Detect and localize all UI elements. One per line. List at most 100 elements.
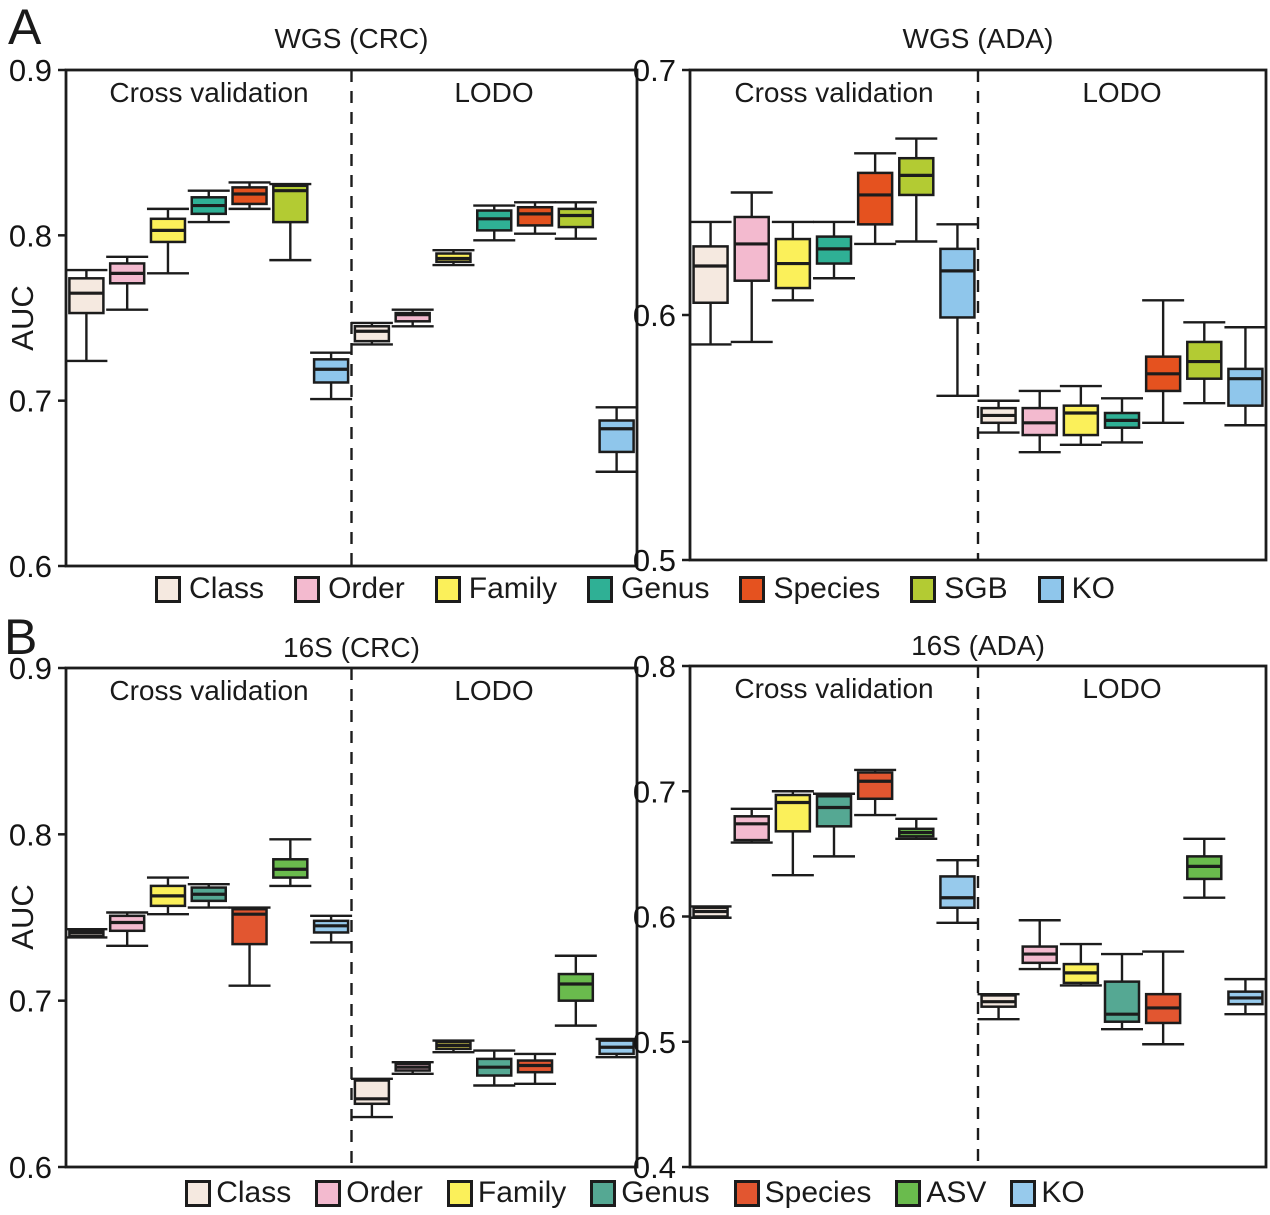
box-16s-crc-cv-genus [187, 883, 230, 909]
box-16s-crc-cv-family [146, 876, 189, 916]
panel-b-label: B [4, 609, 38, 665]
y-axis-label-panel-b: AUC [5, 884, 40, 950]
legend-swatch-species [733, 1179, 760, 1207]
box-16s-crc-lodo-asv [554, 954, 597, 1027]
legend-item-ko: KO [1037, 574, 1115, 604]
legend-item-species: Species [739, 574, 880, 604]
legend-label-genus: Genus [621, 1176, 710, 1209]
y-tick-label: 0.7 [633, 774, 676, 809]
legend-label-order: Order [346, 1176, 423, 1209]
box-wgs-ada-lodo-sgb [1183, 321, 1226, 405]
chart-title-wgs-crc: WGS (CRC) [274, 23, 429, 54]
legend-label-species: Species [773, 572, 881, 605]
box-wgs-crc-lodo-sgb [554, 201, 597, 240]
box-wgs-ada-lodo-genus [1101, 397, 1143, 444]
box-wgs-crc-lodo-species [514, 201, 557, 235]
legend-item-genus: Genus [590, 1176, 710, 1209]
box-16s-crc-cv-species [228, 906, 271, 987]
legend-label-genus: Genus [621, 572, 710, 605]
y-axis-label-panel-a: AUC [5, 285, 40, 351]
box-wgs-crc-lodo-order [391, 308, 434, 328]
legend-swatch-family [446, 1179, 473, 1207]
chart-16s-ada: 0.4 0.5 0.6 0.7 0.8 [633, 649, 1268, 1185]
legend-swatch-class [185, 1179, 212, 1207]
legend-label-class: Class [216, 1176, 292, 1209]
box-16s-ada-lodo-asv [1183, 837, 1226, 899]
y-tick-label: 0.8 [633, 649, 676, 684]
box-16s-ada-cv-order [730, 807, 773, 844]
box-wgs-crc-cv-order [106, 255, 149, 311]
box-wgs-ada-cv-genus [813, 220, 855, 280]
section-label-16s-ada-lodo: LODO [1082, 673, 1162, 704]
box-wgs-ada-cv-class [689, 220, 732, 346]
chart-title-wgs-ada: WGS (ADA) [902, 23, 1054, 54]
section-label-wgs-ada-cv: Cross validation [734, 77, 934, 108]
box-wgs-ada-lodo-class [977, 399, 1020, 434]
box-16s-ada-cv-family [771, 790, 814, 877]
y-tick-label: 0.6 [633, 298, 676, 333]
section-label-16s-crc-cv: Cross validation [109, 675, 309, 706]
box-wgs-crc-cv-ko [310, 351, 353, 401]
box-16s-crc-lodo-order [391, 1061, 434, 1076]
box-16s-ada-lodo-family [1059, 942, 1102, 987]
box-16s-ada-cv-asv [895, 817, 938, 841]
box-16s-ada-lodo-order [1018, 919, 1061, 971]
legend-label-species: Species [764, 1176, 872, 1209]
y-tick-label: 0.5 [633, 1025, 676, 1060]
legend-label-ko: KO [1041, 1176, 1085, 1209]
chart-title-16s-crc: 16S (CRC) [283, 632, 420, 663]
box-wgs-ada-lodo-family [1059, 384, 1102, 447]
y-tick-label: 0.5 [633, 543, 676, 578]
legend-label-order: Order [328, 572, 405, 605]
box-wgs-crc-cv-sgb [269, 182, 312, 262]
legend-item-asv: ASV [895, 1178, 986, 1208]
legend-swatch-order [294, 575, 321, 603]
section-label-wgs-crc-cv: Cross validation [109, 77, 309, 108]
panel-a-label: A [8, 0, 42, 55]
y-tick-label: 0.8 [9, 817, 52, 852]
legend-swatch-class [155, 575, 182, 603]
legend-swatch-species [739, 575, 766, 603]
box-16s-crc-lodo-ko [595, 1037, 638, 1059]
y-tick-label: 0.7 [633, 53, 676, 88]
legend-panel-a: Class Order Family Genus Species SGB KO [0, 574, 1270, 604]
box-16s-ada-lodo-class [977, 992, 1020, 1021]
box-16s-ada-cv-class [689, 905, 732, 919]
box-wgs-crc-cv-species [228, 181, 271, 211]
box-wgs-crc-lodo-family [432, 249, 475, 267]
box-wgs-crc-lodo-ko [595, 406, 638, 473]
y-tick-label: 0.7 [9, 384, 52, 419]
legend-swatch-asv [895, 1179, 922, 1207]
legend-item-genus: Genus [587, 574, 709, 604]
legend-swatch-sgb [910, 575, 937, 603]
y-tick-label: 0.6 [9, 1150, 52, 1185]
y-tick-label: 0.9 [9, 651, 52, 686]
box-wgs-crc-cv-class [65, 268, 108, 363]
legend-label-class: Class [189, 572, 265, 605]
y-tick-label: 0.6 [9, 549, 52, 584]
chart-title-16s-ada: 16S (ADA) [911, 630, 1045, 661]
box-wgs-crc-lodo-class [350, 321, 393, 346]
chart-16s-crc: 0.6 0.7 0.8 0.9 [9, 651, 639, 1185]
legend-item-ko: KO [1010, 1176, 1085, 1209]
legend-label-family: Family [468, 572, 558, 605]
y-tick-label: 0.6 [633, 900, 676, 935]
box-16s-ada-cv-genus [813, 792, 855, 858]
box-16s-ada-lodo-species [1142, 950, 1185, 1046]
box-wgs-ada-cv-order [730, 191, 773, 344]
box-wgs-ada-lodo-order [1018, 389, 1061, 454]
legend-item-family: Family [434, 572, 558, 605]
box-16s-crc-cv-class [65, 927, 108, 939]
legend-item-species: Species [733, 1176, 872, 1209]
y-tick-label: 0.4 [633, 1150, 676, 1185]
legend-swatch-genus [590, 1179, 617, 1207]
legend-label-asv: ASV [926, 1176, 987, 1209]
section-label-wgs-crc-lodo: LODO [454, 77, 534, 108]
legend-swatch-order [315, 1179, 342, 1207]
legend-swatch-ko [1010, 1179, 1037, 1207]
legend-label-family: Family [477, 1176, 567, 1209]
legend-swatch-genus [587, 575, 614, 603]
box-16s-crc-lodo-species [514, 1052, 557, 1086]
